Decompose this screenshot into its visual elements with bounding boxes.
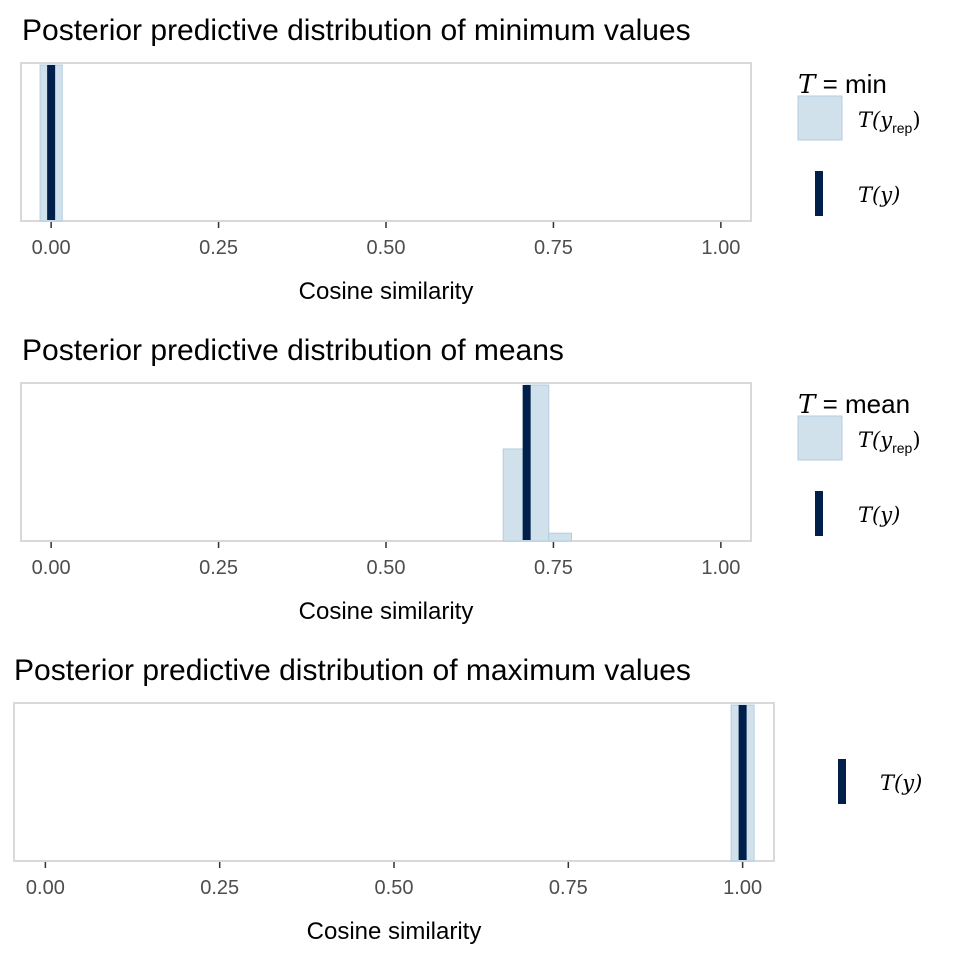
legend-observed-label: T(y) (880, 771, 922, 795)
legend-rep-key (797, 415, 843, 461)
legend-rep-label: T(yrep) (858, 108, 921, 136)
observed-statistic-line (47, 65, 56, 220)
legend-observed-key (815, 491, 823, 536)
x-axis-label: Cosine similarity (299, 278, 474, 305)
panel-minimum: Posterior predictive distribution of min… (0, 0, 960, 320)
histogram-bars (502, 384, 573, 542)
x-tick-label: 0.50 (367, 237, 406, 259)
observed-line (738, 705, 747, 860)
chart-title: Posterior predictive distribution of max… (14, 654, 691, 687)
plot-frame (13, 702, 775, 862)
x-tick-label: 0.00 (32, 237, 71, 259)
legend: T(y) (838, 759, 922, 804)
legend-observed-key (815, 171, 823, 216)
chart-title: Posterior predictive distribution of mea… (22, 334, 564, 367)
x-tick-label: 1.00 (701, 237, 740, 259)
x-axis-ticks: 0.00 0.25 0.50 0.75 1.00 (32, 222, 740, 259)
legend-observed-label: T(y) (858, 503, 900, 527)
plot-frame (20, 62, 752, 222)
x-axis-label: Cosine similarity (299, 598, 474, 625)
legend-observed-key (838, 759, 846, 804)
x-tick-label: 0.25 (199, 237, 238, 259)
legend-rep-label: T(yrep) (858, 428, 921, 456)
observed-line (47, 65, 56, 220)
histogram-bar (502, 448, 527, 542)
x-tick-label: 0.00 (32, 557, 71, 579)
x-tick-label: 1.00 (723, 877, 762, 899)
chart-maximum: Posterior predictive distribution of max… (13, 654, 922, 945)
plot-frame (20, 382, 752, 542)
x-tick-label: 0.25 (199, 557, 238, 579)
legend-title: T = mean (798, 389, 910, 420)
x-tick-label: 1.00 (701, 557, 740, 579)
x-tick-label: 0.50 (367, 557, 406, 579)
legend-title: T = min (798, 69, 887, 100)
observed-line (522, 385, 531, 540)
x-tick-label: 0.25 (200, 877, 239, 899)
x-axis-ticks: 0.00 0.25 0.50 0.75 1.00 (32, 542, 740, 579)
histogram-bar (548, 532, 573, 542)
x-tick-label: 0.75 (549, 877, 588, 899)
x-tick-label: 0.50 (375, 877, 414, 899)
observed-statistic-line (522, 385, 531, 540)
x-tick-label: 0.75 (534, 557, 573, 579)
x-tick-label: 0.75 (534, 237, 573, 259)
x-tick-label: 0.00 (26, 877, 65, 899)
panel-means: Posterior predictive distribution of mea… (0, 320, 960, 640)
legend: T = mean T(yrep) T(y) (797, 389, 921, 536)
panel-maximum: Posterior predictive distribution of max… (0, 640, 960, 960)
x-axis-ticks: 0.00 0.25 0.50 0.75 1.00 (26, 862, 762, 899)
chart-means: Posterior predictive distribution of mea… (20, 334, 921, 625)
legend-observed-label: T(y) (858, 183, 900, 207)
observed-statistic-line (738, 705, 747, 860)
chart-title: Posterior predictive distribution of min… (22, 14, 691, 47)
legend: T = min T(yrep) T(y) (797, 69, 921, 216)
x-axis-label: Cosine similarity (307, 918, 482, 945)
chart-minimum: Posterior predictive distribution of min… (20, 14, 921, 305)
legend-rep-key (797, 95, 843, 141)
